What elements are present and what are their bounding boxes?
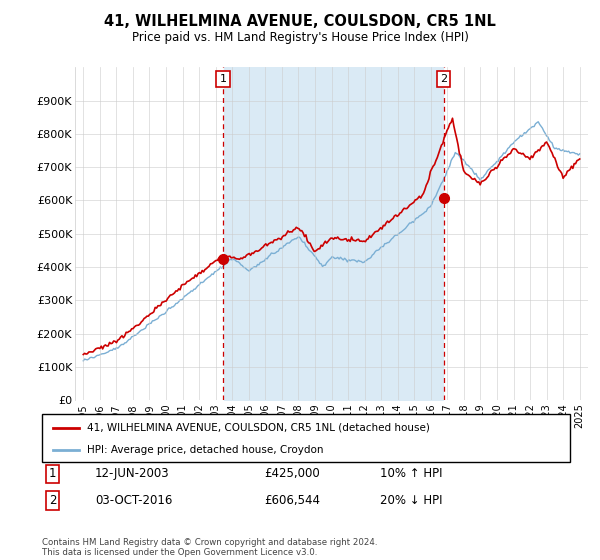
Text: 03-OCT-2016: 03-OCT-2016 [95,493,172,507]
Text: 12-JUN-2003: 12-JUN-2003 [95,468,169,480]
Text: 10% ↑ HPI: 10% ↑ HPI [380,468,442,480]
Text: HPI: Average price, detached house, Croydon: HPI: Average price, detached house, Croy… [87,445,323,455]
Text: 1: 1 [220,74,227,84]
Text: £606,544: £606,544 [264,493,320,507]
Text: £425,000: £425,000 [264,468,320,480]
Text: Price paid vs. HM Land Registry's House Price Index (HPI): Price paid vs. HM Land Registry's House … [131,31,469,44]
Text: Contains HM Land Registry data © Crown copyright and database right 2024.
This d: Contains HM Land Registry data © Crown c… [42,538,377,557]
Text: 2: 2 [440,74,447,84]
Text: 41, WILHELMINA AVENUE, COULSDON, CR5 1NL (detached house): 41, WILHELMINA AVENUE, COULSDON, CR5 1NL… [87,423,430,433]
Text: 1: 1 [49,468,56,480]
Text: 20% ↓ HPI: 20% ↓ HPI [380,493,442,507]
Text: 41, WILHELMINA AVENUE, COULSDON, CR5 1NL: 41, WILHELMINA AVENUE, COULSDON, CR5 1NL [104,14,496,29]
Text: 2: 2 [49,493,56,507]
